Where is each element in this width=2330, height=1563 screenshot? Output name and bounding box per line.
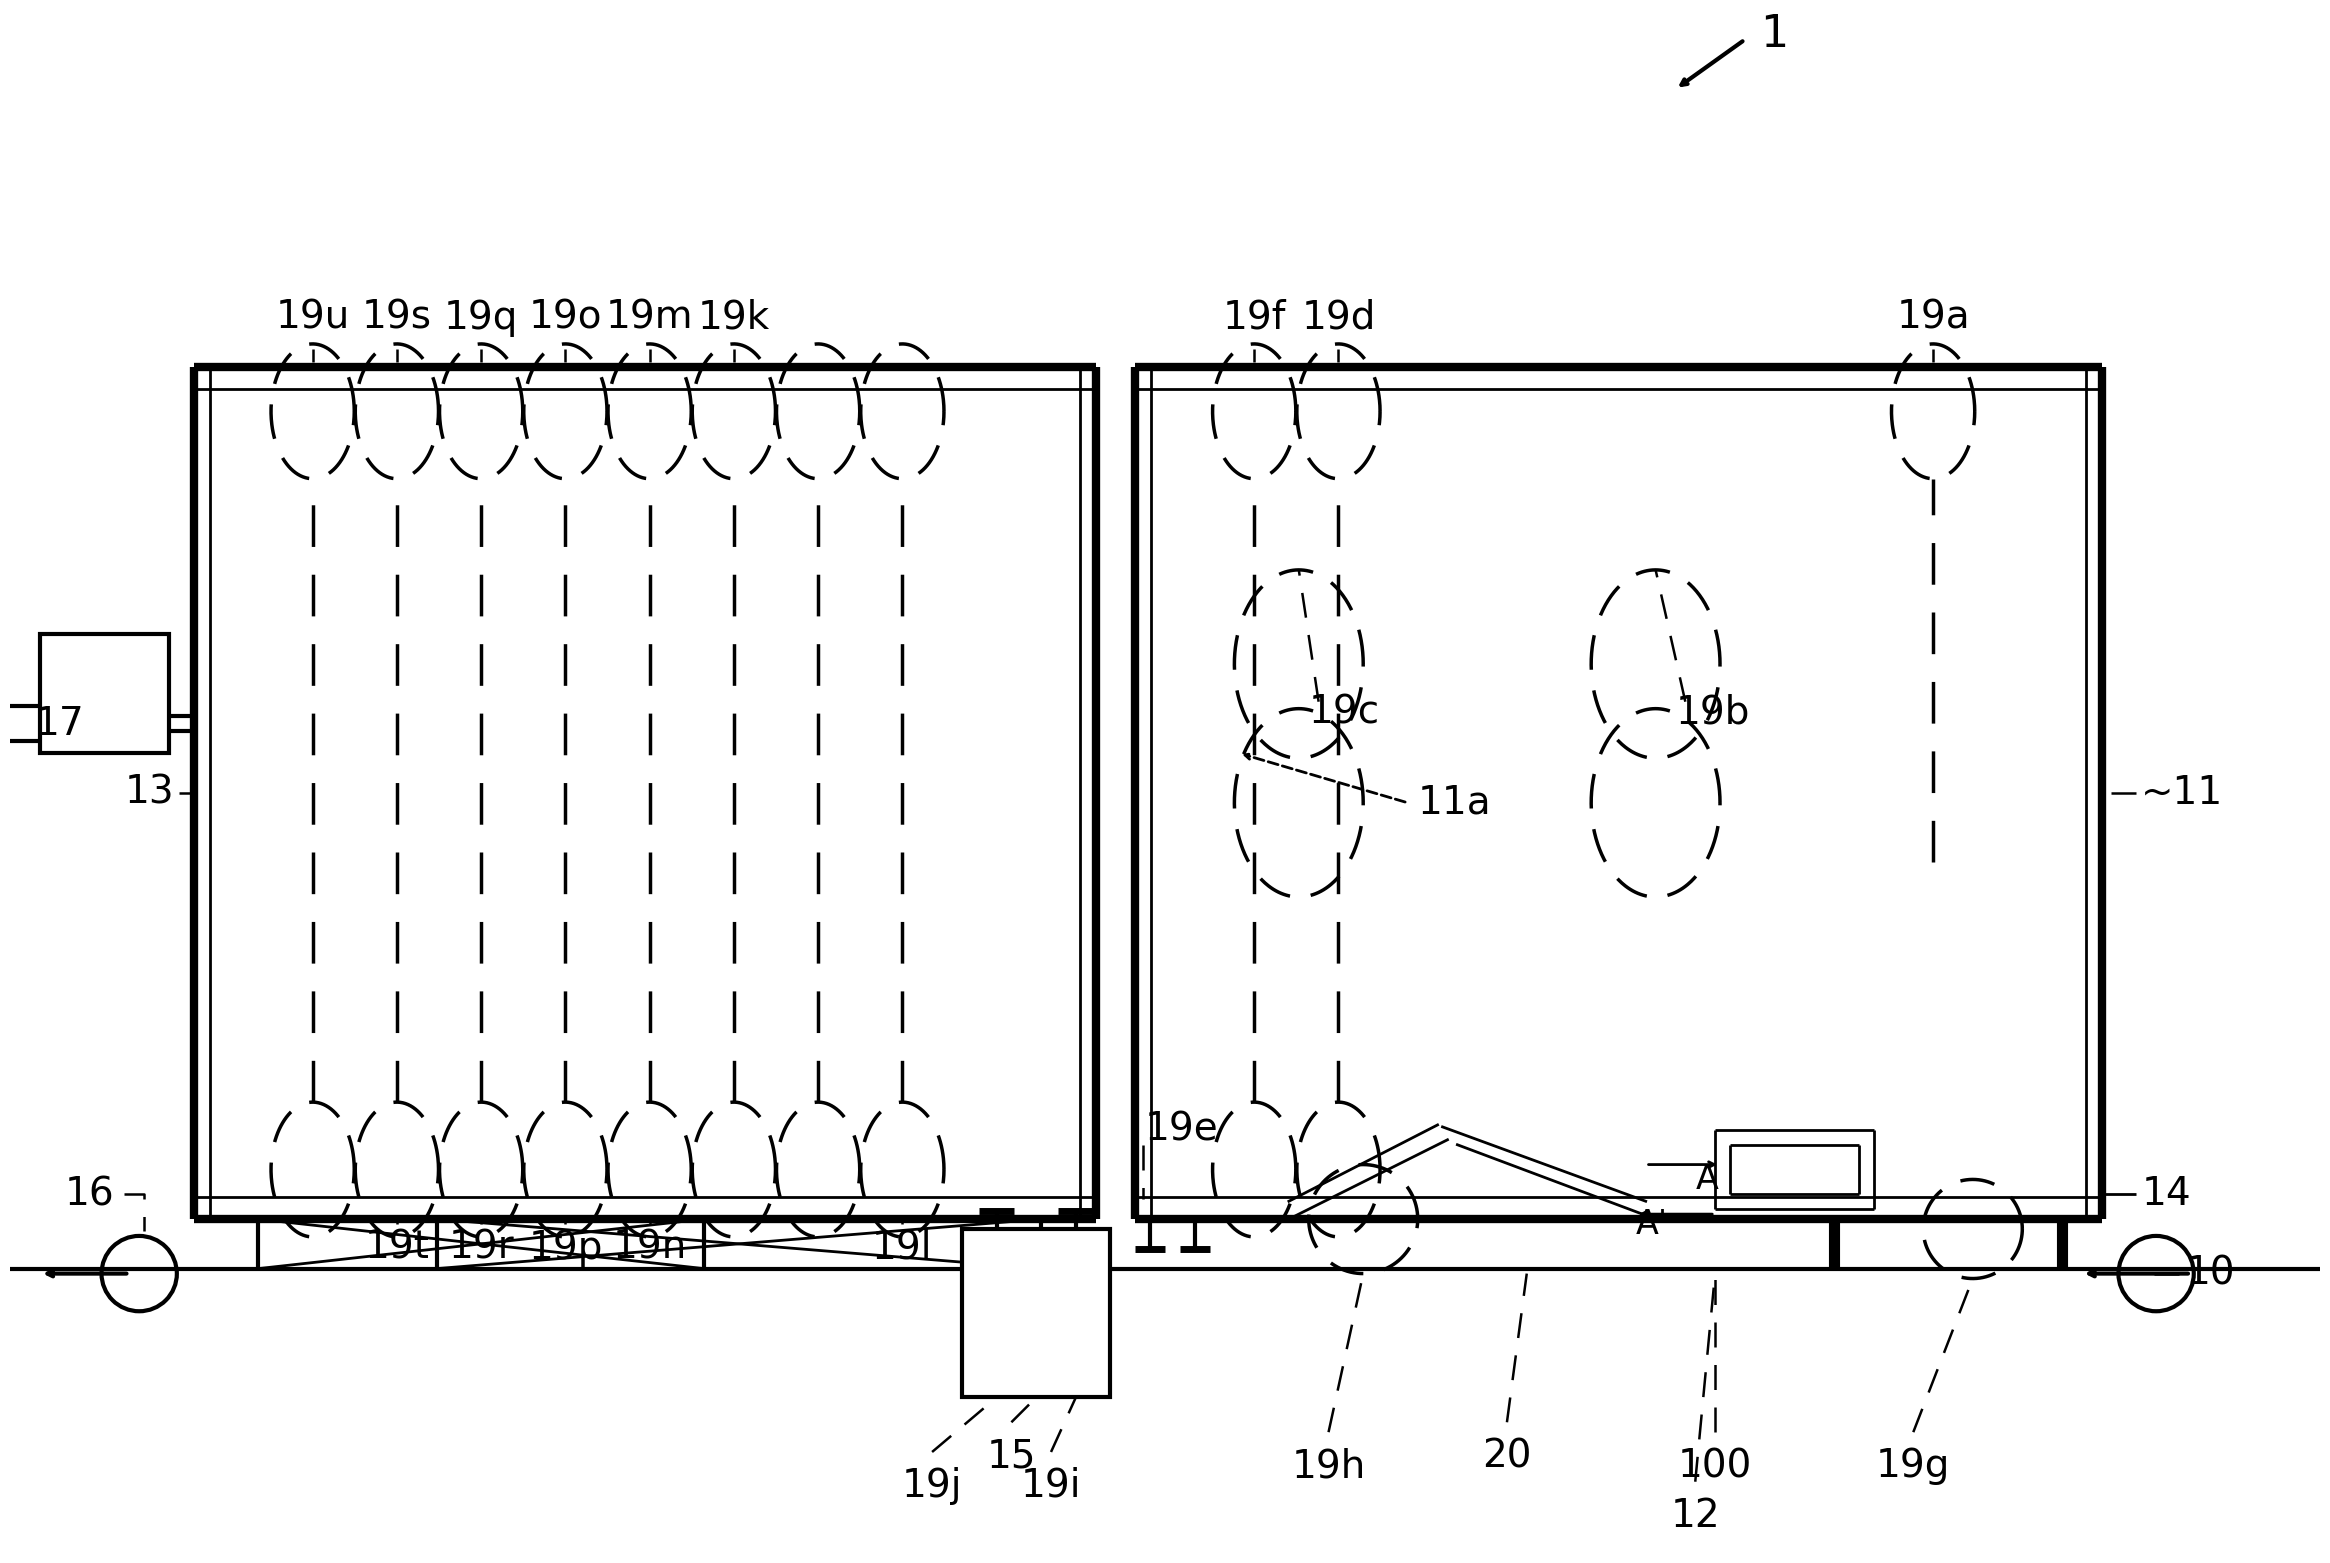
Text: ~11: ~11 [2141, 774, 2223, 811]
Text: 1: 1 [1761, 13, 1789, 56]
Text: 19m: 19m [606, 299, 694, 338]
Text: 15: 15 [986, 1436, 1037, 1475]
Text: 13: 13 [123, 774, 175, 811]
Text: 19b: 19b [1675, 694, 1750, 731]
Text: A: A [1696, 1163, 1717, 1196]
Text: 12: 12 [1671, 1497, 1720, 1535]
Text: 14: 14 [2141, 1175, 2190, 1213]
Text: 11a: 11a [1417, 783, 1491, 822]
Text: 19r: 19r [447, 1229, 515, 1268]
Text: 19g: 19g [1876, 1447, 1950, 1485]
Text: 19s: 19s [361, 299, 431, 338]
Text: 19n: 19n [613, 1229, 687, 1268]
Text: 19l: 19l [871, 1229, 932, 1268]
Text: 19h: 19h [1291, 1447, 1365, 1485]
Text: 19u: 19u [275, 299, 350, 338]
Text: 19i: 19i [1021, 1466, 1081, 1505]
Text: 19e: 19e [1144, 1111, 1219, 1149]
Text: 19j: 19j [902, 1466, 962, 1505]
Text: 17: 17 [35, 705, 84, 742]
Text: A': A' [1636, 1208, 1668, 1241]
Text: 16: 16 [65, 1175, 114, 1213]
Text: 20: 20 [1482, 1436, 1531, 1475]
Text: 19o: 19o [529, 299, 601, 338]
Text: 19t: 19t [363, 1229, 429, 1268]
Text: 19k: 19k [697, 299, 769, 338]
Text: 10: 10 [2186, 1255, 2234, 1293]
Text: 100: 100 [1678, 1447, 1752, 1485]
Bar [40, 635, 170, 753]
Text: 19f: 19f [1223, 299, 1286, 338]
Text: 19q: 19q [445, 299, 517, 338]
Text: 19c: 19c [1309, 694, 1379, 731]
Bar [962, 1229, 1111, 1397]
Text: 19p: 19p [529, 1229, 603, 1268]
Text: 19a: 19a [1897, 299, 1969, 338]
Text: 19d: 19d [1300, 299, 1375, 338]
